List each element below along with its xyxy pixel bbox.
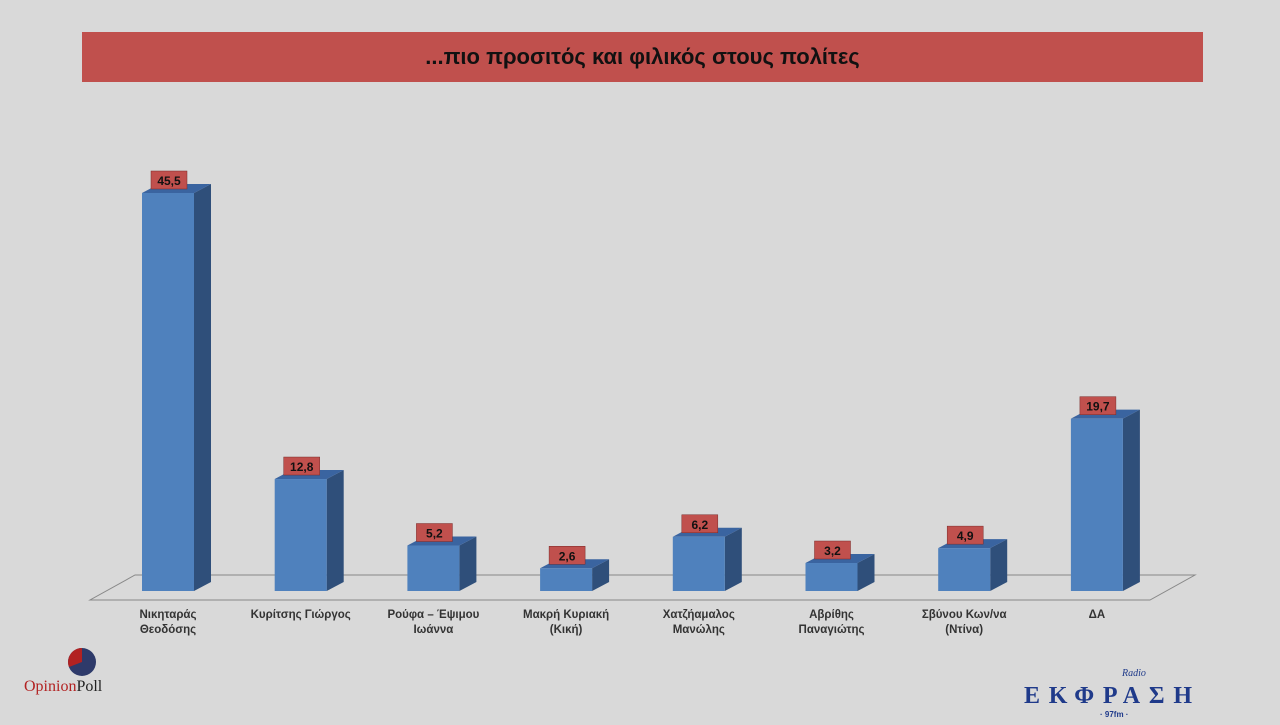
data-label-bg — [548, 546, 586, 565]
bar — [805, 563, 858, 591]
svg-text:Radio: Radio — [1121, 668, 1146, 679]
bar — [274, 479, 327, 591]
data-label-bg — [416, 523, 453, 542]
data-label: 5,2 — [426, 527, 443, 541]
svg-text:· 97fm ·: · 97fm · — [1100, 710, 1128, 719]
data-label: 2,6 — [559, 549, 576, 563]
bar — [672, 536, 725, 591]
opinionpoll-logo-icon — [68, 648, 96, 676]
data-label-bg — [814, 540, 851, 560]
bar — [540, 568, 593, 591]
svg-text:ΕΚΦΡΑΣΗ: ΕΚΦΡΑΣΗ — [1024, 683, 1192, 709]
data-label: 4,9 — [957, 529, 974, 543]
opinionpoll-logo: Opinion Poll — [24, 648, 144, 700]
x-tick-label: Ρούφα – Έψιμου Ιωάννα — [387, 609, 480, 636]
chart-title: ...πιο προσιτός και φιλικός στους πολίτε… — [82, 32, 1203, 82]
data-label-bg — [1079, 396, 1117, 415]
x-tick-label: Μακρή Κυριακή (Κική) — [522, 609, 610, 636]
bar-side — [326, 470, 344, 591]
bar-side — [990, 539, 1008, 591]
logo-text-poll: Poll — [76, 678, 103, 695]
opinionpoll-logo-text: Opinion Poll — [24, 678, 102, 696]
x-tick-label: Αβρίθης Παναγιώτης — [798, 609, 865, 636]
data-label-bg — [150, 170, 188, 190]
ekfrasi-logo-graphic: Radio ΕΚΦΡΑΣΗ · 97fm · — [1024, 668, 1192, 719]
data-label: 12,8 — [290, 460, 314, 474]
data-label: 45,5 — [157, 174, 181, 188]
bar — [407, 545, 460, 591]
data-label: 6,2 — [691, 518, 708, 532]
bar — [1070, 418, 1123, 591]
bar-side — [1122, 409, 1140, 591]
data-label-bg — [946, 525, 984, 545]
bar-side — [857, 554, 875, 591]
bar-side — [459, 536, 477, 591]
data-label: 19,7 — [1086, 400, 1110, 414]
x-tick-label: Χατζήαμαλος Μανώλης — [662, 609, 735, 636]
bar — [938, 548, 991, 591]
data-label-bg — [283, 456, 320, 476]
chart-floor — [88, 574, 1197, 601]
data-label: 3,2 — [824, 544, 841, 558]
x-tick-label: Νικηταράς Θεοδόσης — [139, 609, 197, 636]
x-tick-label: Κυρίτσης Γιώργος — [250, 609, 351, 621]
ekfrasi-radio-logo: Radio ΕΚΦΡΑΣΗ · 97fm · — [1022, 666, 1202, 720]
x-tick-label: ΔΑ — [1088, 609, 1106, 621]
logo-text-opinion: Opinion — [24, 678, 77, 695]
bar — [142, 193, 194, 591]
data-label-bg — [681, 514, 719, 534]
bar-side — [592, 559, 610, 591]
bar-side — [194, 184, 211, 591]
bar-side — [724, 527, 742, 591]
x-tick-label: Σβύνου Κων/να (Ντίνα) — [921, 609, 1007, 636]
